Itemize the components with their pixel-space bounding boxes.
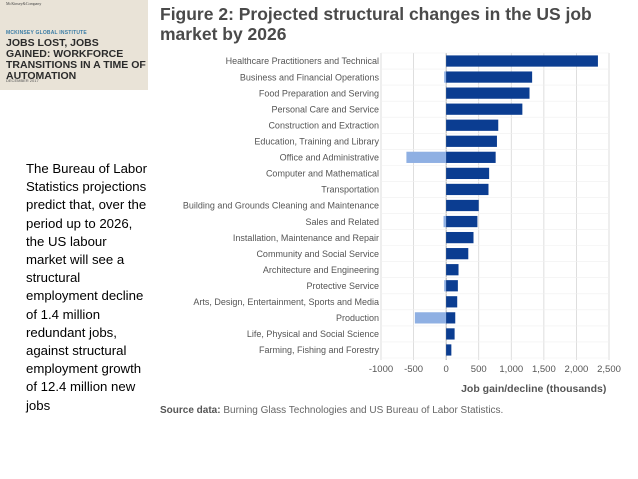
category-label: Food Preparation and Serving bbox=[259, 88, 379, 98]
bar-gain bbox=[446, 135, 497, 147]
slide-body-text: The Bureau of Labor Statistics projectio… bbox=[26, 161, 147, 413]
bar-gain bbox=[446, 71, 533, 83]
source-label: Source data: bbox=[160, 405, 221, 416]
category-label: Healthcare Practitioners and Technical bbox=[226, 56, 379, 66]
bar-gain bbox=[446, 328, 455, 340]
x-tick-label: 1,000 bbox=[499, 364, 523, 375]
cover-title: JOBS LOST, JOBS GAINED: WORKFORCE TRANSI… bbox=[6, 37, 146, 82]
bar-gain bbox=[446, 312, 456, 324]
bar-gain bbox=[446, 183, 489, 196]
x-axis-label: Job gain/decline (thousands) bbox=[461, 383, 606, 395]
bar-gain bbox=[446, 280, 458, 292]
category-label: Education, Training and Library bbox=[254, 136, 379, 146]
category-label: Life, Physical and Social Science bbox=[247, 329, 379, 339]
bar-decline bbox=[414, 312, 447, 324]
figure-title: Figure 2: Projected structural changes i… bbox=[160, 4, 592, 44]
category-label: Sales and Related bbox=[305, 217, 379, 227]
category-label: Building and Grounds Cleaning and Mainte… bbox=[183, 201, 379, 211]
category-label: Office and Administrative bbox=[280, 153, 379, 163]
category-label: Transportation bbox=[321, 185, 379, 195]
bar-gain bbox=[446, 167, 490, 180]
x-tick-label: 1,500 bbox=[532, 364, 556, 375]
bar-gain bbox=[446, 215, 478, 228]
bar-gain bbox=[446, 119, 499, 131]
publisher-logo: McKinsey&Company bbox=[6, 1, 42, 6]
x-tick-label: 500 bbox=[471, 364, 487, 375]
category-label: Farming, Fishing and Forestry bbox=[259, 345, 380, 355]
x-tick-label: 2,500 bbox=[597, 364, 621, 375]
category-label: Business and Financial Operations bbox=[240, 72, 380, 82]
category-label: Personal Care and Service bbox=[271, 104, 379, 114]
category-label: Community and Social Service bbox=[256, 249, 379, 259]
category-label: Production bbox=[336, 313, 379, 323]
cover-institute: MCKINSEY GLOBAL INSTITUTE bbox=[6, 30, 87, 36]
category-label: Construction and Extraction bbox=[268, 120, 379, 130]
source-note: Source data: Burning Glass Technologies … bbox=[160, 405, 503, 416]
bar-decline bbox=[443, 215, 447, 228]
x-tick-label: -1000 bbox=[369, 364, 393, 375]
category-label: Arts, Design, Entertainment, Sports and … bbox=[193, 297, 379, 307]
x-tick-label: 0 bbox=[443, 364, 448, 375]
category-label: Protective Service bbox=[306, 281, 379, 291]
cover-date: DECEMBER 2017 bbox=[6, 78, 39, 83]
bar-gain bbox=[446, 344, 452, 356]
bar-gain bbox=[446, 103, 523, 115]
bar-decline bbox=[406, 151, 447, 163]
bar-gain bbox=[446, 55, 598, 67]
report-cover-thumbnail: McKinsey&Company MCKINSEY GLOBAL INSTITU… bbox=[0, 0, 148, 90]
category-label: Installation, Maintenance and Repair bbox=[233, 233, 379, 243]
bar-decline bbox=[444, 280, 447, 292]
category-label: Architecture and Engineering bbox=[263, 265, 379, 275]
x-tick-label: 2,000 bbox=[565, 364, 589, 375]
bar-gain bbox=[446, 296, 458, 308]
bar-gain bbox=[446, 87, 530, 99]
bar-gain bbox=[446, 264, 459, 276]
bar-gain bbox=[446, 248, 469, 260]
bar-decline bbox=[444, 71, 447, 83]
bar-gain bbox=[446, 199, 479, 212]
bar-gain bbox=[446, 231, 474, 244]
x-tick-label: -500 bbox=[404, 364, 423, 375]
bar-gain bbox=[446, 151, 496, 163]
category-label: Computer and Mathematical bbox=[266, 169, 379, 179]
source-text: Burning Glass Technologies and US Bureau… bbox=[223, 405, 504, 416]
